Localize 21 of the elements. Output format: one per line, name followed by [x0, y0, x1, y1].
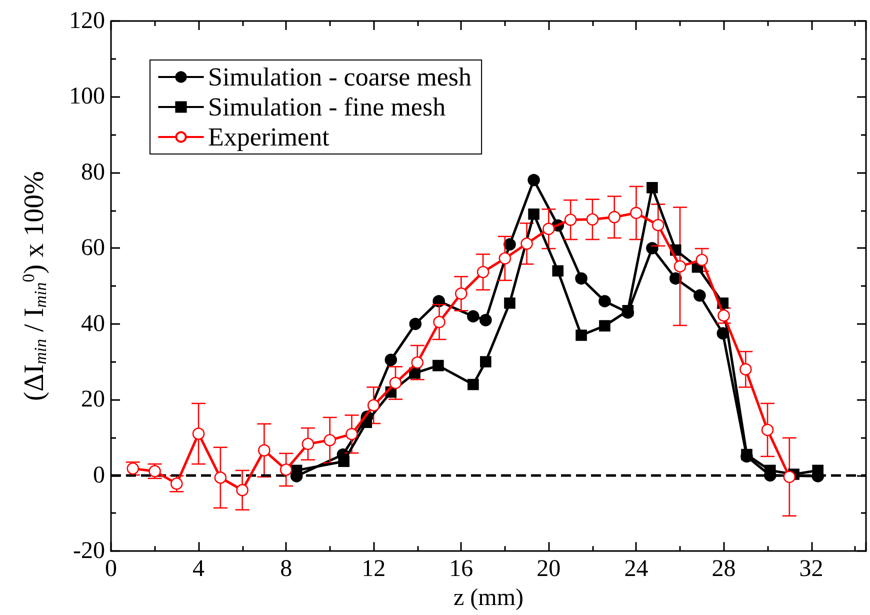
legend-label: Experiment — [208, 122, 330, 152]
x-tick-label: 32 — [799, 556, 824, 582]
y-tick-label: 80 — [81, 159, 105, 186]
y-tick-label: 40 — [81, 310, 105, 337]
y-tick-label: 0 — [93, 462, 105, 488]
legend-label: Simulation - fine mesh — [208, 92, 446, 122]
x-tick-label: 28 — [712, 556, 736, 582]
y-tick-label: -20 — [73, 538, 105, 564]
y-tick-label: 120 — [69, 8, 105, 34]
x-tick-label: 12 — [362, 556, 386, 582]
x-tick-label: 4 — [192, 556, 205, 582]
x-tick-label: 24 — [624, 556, 648, 582]
y-tick-label: 20 — [81, 386, 105, 413]
y-axis-title: (ΔImin / Imin0) x 100% — [19, 171, 50, 402]
y-tick-label: 60 — [81, 235, 105, 262]
x-tick-label: 16 — [449, 556, 474, 582]
y-tick-label: 100 — [69, 84, 105, 110]
legend-label: Simulation - coarse mesh — [208, 62, 472, 92]
x-axis-title: z (mm) — [454, 585, 524, 611]
x-tick-label: 8 — [280, 556, 292, 582]
x-tick-label: 20 — [536, 556, 561, 582]
